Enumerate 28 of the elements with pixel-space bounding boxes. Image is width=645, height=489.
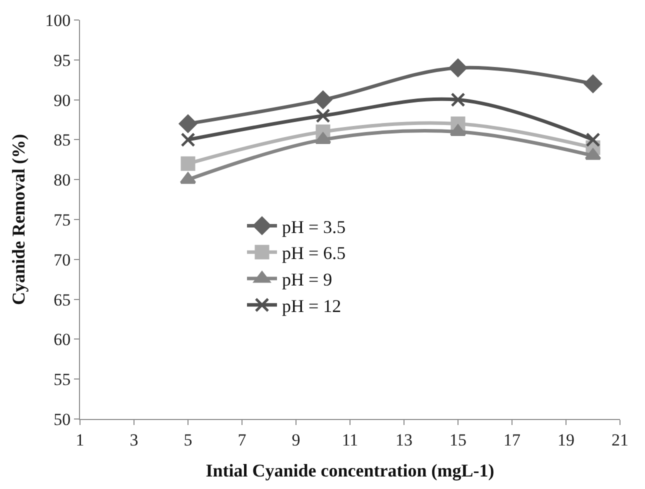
x-tick-label: 21 [612, 430, 628, 450]
y-tick-label: 85 [54, 130, 71, 150]
x-tick-label: 7 [238, 430, 247, 450]
y-tick-label: 55 [54, 370, 71, 390]
y-tick-label: 90 [54, 90, 71, 110]
y-tick-label: 70 [54, 250, 71, 270]
y-tick-label: 65 [54, 290, 71, 310]
legend-label: pH = 9 [282, 270, 332, 290]
x-tick-label: 5 [184, 430, 192, 450]
x-tick-label: 11 [342, 430, 358, 450]
y-tick-label: 100 [45, 10, 71, 30]
x-tick-label: 15 [450, 430, 466, 450]
y-tick-label: 80 [54, 170, 71, 190]
y-tick-label: 75 [54, 210, 71, 230]
x-tick-label: 1 [76, 430, 84, 450]
legend-label: pH = 6.5 [282, 243, 346, 264]
x-tick-label: 19 [558, 430, 574, 450]
x-tick-label: 3 [130, 430, 138, 450]
legend-label: pH = 3.5 [282, 216, 346, 237]
x-axis-title: Intial Cyanide concentration (mgL-1) [206, 460, 494, 480]
y-tick-label: 50 [54, 410, 71, 429]
y-tick-label: 95 [54, 50, 71, 70]
x-tick-label: 17 [504, 430, 521, 450]
x-tick-label: 9 [292, 430, 300, 450]
legend-label: pH = 12 [282, 296, 342, 316]
y-tick-label: 60 [54, 330, 71, 350]
y-axis-title: Cyanide Removal (%) [8, 134, 28, 305]
x-tick-label: 13 [396, 430, 412, 450]
